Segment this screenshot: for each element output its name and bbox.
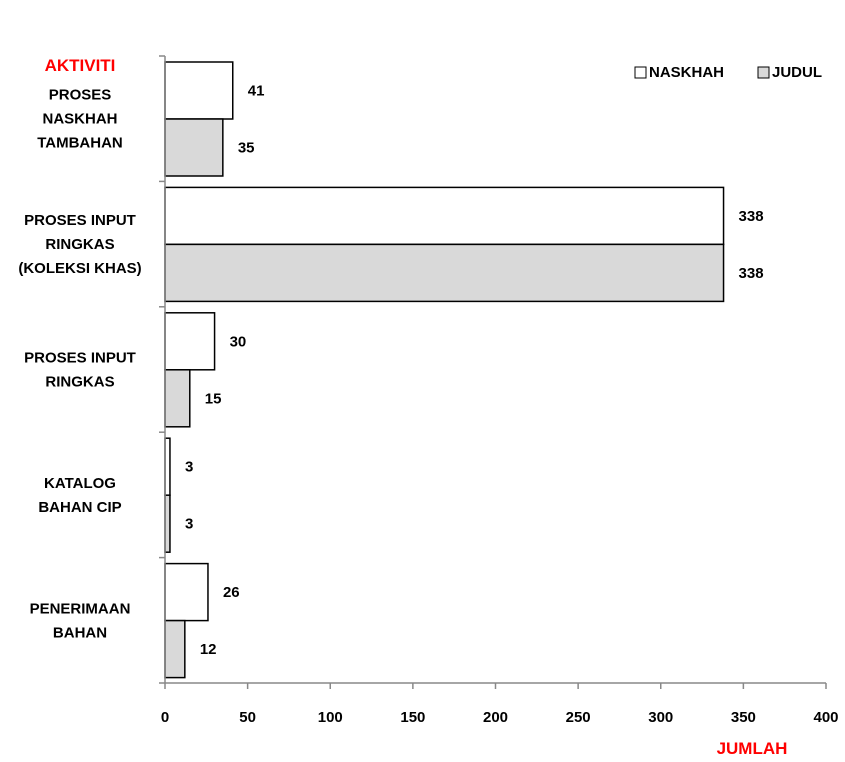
category-label-0-1: NASKHAH — [43, 111, 118, 128]
x-tick-label-0: 0 — [161, 709, 169, 726]
bar-naskhah-2 — [164, 312, 216, 371]
bar-naskhah-4 — [164, 562, 209, 622]
data-label-judul-0: 35 — [238, 140, 255, 157]
x-tick-label-8: 400 — [813, 709, 838, 726]
category-label-2-0: PROSES INPUT — [24, 350, 136, 367]
x-tick-label-3: 150 — [400, 709, 425, 726]
x-tick-label-2: 100 — [318, 709, 343, 726]
category-label-3-0: KATALOG — [44, 475, 116, 492]
legend-swatch-judul — [757, 66, 770, 79]
legend-swatch-naskhah — [634, 66, 647, 79]
category-label-0-0: PROSES — [49, 87, 112, 104]
data-label-judul-1: 338 — [739, 265, 764, 282]
category-label-4-1: BAHAN — [53, 624, 107, 641]
bar-judul-1 — [164, 243, 725, 303]
category-label-4-0: PENERIMAAN — [30, 600, 131, 617]
x-tick-label-1: 50 — [239, 709, 256, 726]
x-tick-label-6: 300 — [648, 709, 673, 726]
x-tick-label-4: 200 — [483, 709, 508, 726]
legend-label-judul: JUDUL — [772, 64, 822, 81]
category-label-0-2: TAMBAHAN — [37, 135, 123, 152]
legend-label-naskhah: NASKHAH — [649, 64, 724, 81]
data-label-naskhah-0: 41 — [248, 83, 265, 100]
legend: NASKHAH JUDUL — [634, 64, 822, 81]
x-axis-title: JUMLAH — [717, 739, 788, 758]
data-label-naskhah-2: 30 — [230, 333, 247, 350]
bar-naskhah-1 — [164, 186, 725, 246]
data-label-naskhah-1: 338 — [739, 208, 764, 225]
category-label-3-1: BAHAN CIP — [38, 499, 121, 516]
category-label-1-1: RINGKAS — [45, 236, 114, 253]
category-label-2-1: RINGKAS — [45, 374, 114, 391]
bar-judul-2 — [164, 369, 191, 428]
x-tick-label-5: 250 — [566, 709, 591, 726]
data-label-judul-3: 3 — [185, 516, 193, 533]
data-label-judul-2: 15 — [205, 390, 222, 407]
bar-judul-0 — [164, 118, 224, 177]
category-label-1-0: PROSES INPUT — [24, 212, 136, 229]
category-label-1-2: (KOLEKSI KHAS) — [18, 260, 141, 277]
data-label-naskhah-3: 3 — [185, 459, 193, 476]
bar-judul-4 — [164, 619, 186, 679]
data-label-judul-4: 12 — [200, 641, 217, 658]
data-label-naskhah-4: 26 — [223, 584, 240, 601]
y-axis-title: AKTIVITI — [45, 56, 116, 75]
bar-naskhah-0 — [164, 61, 234, 120]
x-tick-label-7: 350 — [731, 709, 756, 726]
